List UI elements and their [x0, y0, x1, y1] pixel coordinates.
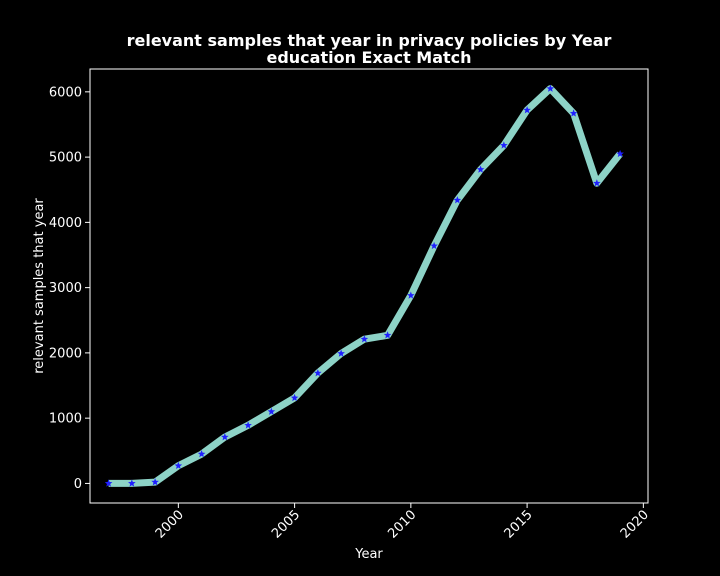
y-axis-label: relevant samples that year	[32, 198, 47, 374]
data-point-marker	[244, 421, 252, 429]
y-tick-label: 3000	[49, 281, 82, 296]
data-point-marker	[616, 149, 624, 158]
y-tick-label: 6000	[49, 85, 82, 100]
data-point-marker	[523, 106, 531, 114]
data-point-marker	[546, 84, 555, 92]
data-point-marker	[407, 291, 415, 299]
x-axis: 2000 2005 2010 2015 2020	[153, 503, 652, 542]
x-tick-label: 2020	[618, 508, 652, 542]
x-tick-label: 2005	[269, 508, 303, 542]
data-point-marker	[290, 393, 299, 402]
x-tick-label: 2010	[385, 508, 419, 542]
data-point-marker	[221, 433, 229, 441]
series-layer	[104, 84, 624, 487]
y-axis: 0 1000 2000 3000 4000 5000 6000	[49, 85, 90, 492]
data-point-marker	[197, 450, 206, 458]
x-tick-label: 2000	[153, 508, 187, 542]
plot-area-frame	[89, 68, 649, 504]
data-point-marker	[453, 196, 462, 204]
series-line	[108, 85, 623, 487]
data-point-marker	[593, 179, 601, 187]
x-axis-label: Year	[354, 547, 383, 562]
chart-subtitle: education Exact Match	[266, 48, 471, 67]
data-point-marker	[430, 241, 438, 250]
chart-title: relevant samples that year in privacy po…	[127, 31, 612, 50]
y-tick-label: 1000	[49, 412, 82, 427]
data-point-marker	[314, 369, 322, 377]
data-point-marker	[267, 407, 276, 415]
y-tick-label: 0	[74, 477, 82, 492]
data-point-marker	[500, 141, 508, 149]
data-point-marker	[383, 331, 392, 339]
data-point-marker	[174, 461, 183, 470]
data-point-marker	[104, 479, 113, 487]
y-tick-label: 2000	[49, 346, 82, 361]
x-tick-label: 2015	[502, 508, 536, 542]
data-point-marker	[476, 165, 485, 173]
data-point-marker	[360, 335, 369, 343]
y-tick-label: 5000	[49, 151, 82, 166]
data-point-marker	[151, 478, 159, 486]
data-point-marker	[569, 109, 578, 117]
data-point-marker	[337, 349, 345, 357]
data-point-marker	[128, 479, 136, 487]
y-tick-label: 4000	[49, 216, 82, 231]
